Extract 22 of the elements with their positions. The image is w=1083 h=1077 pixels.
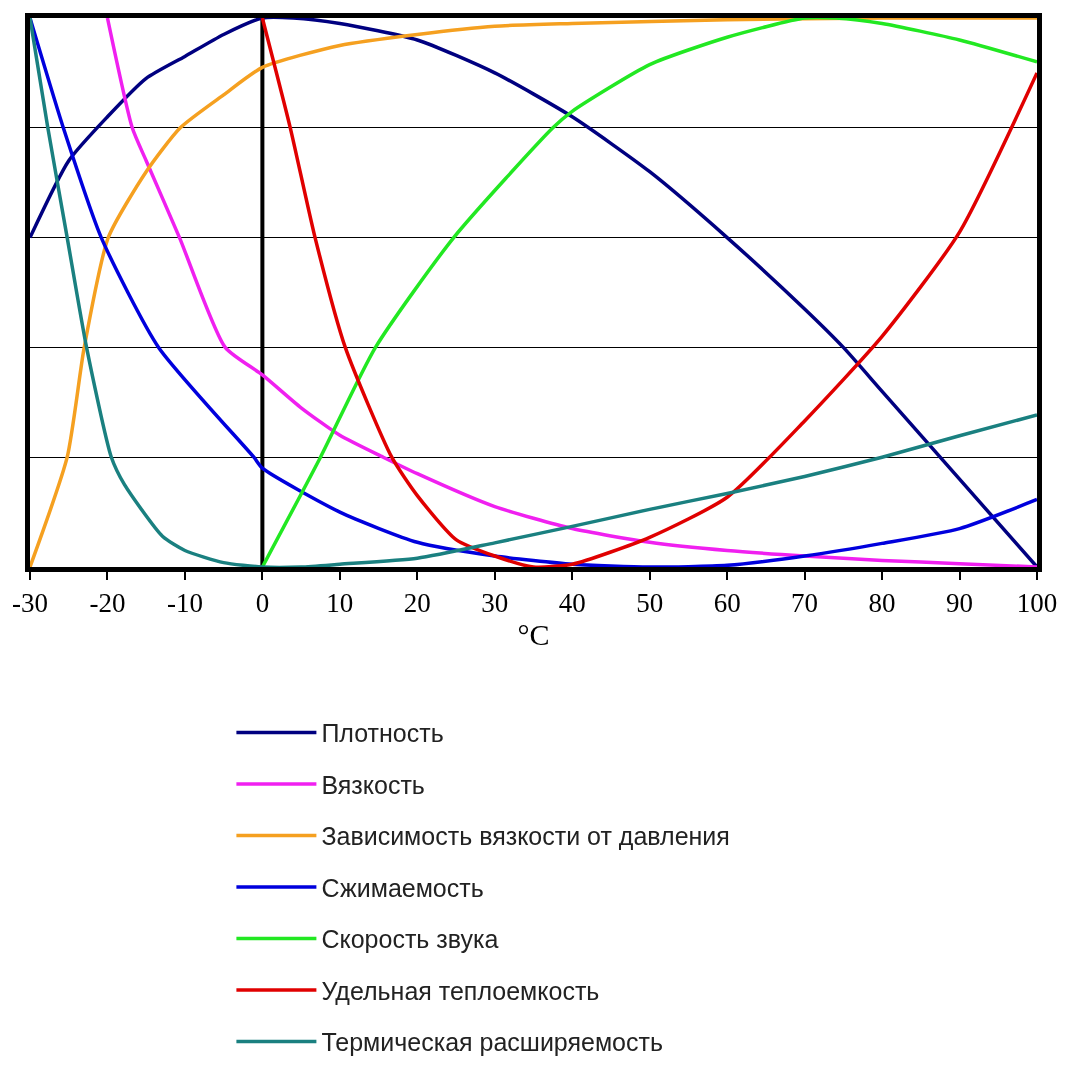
x-tick-label: 0 xyxy=(255,588,270,619)
legend-label: Сжимаемость xyxy=(321,873,484,902)
x-tick-label: 70 xyxy=(791,588,819,619)
x-tick-label: 40 xyxy=(558,588,586,619)
x-tick-label: 20 xyxy=(403,588,431,619)
x-axis-title: °C xyxy=(517,617,550,651)
x-tick-label: -20 xyxy=(89,588,126,619)
x-tick-label: 80 xyxy=(868,588,896,619)
x-tick-label: 10 xyxy=(326,588,354,619)
legend-label: Скорость звука xyxy=(321,925,499,954)
legend-label: Зависимость вязкости от давления xyxy=(321,822,730,851)
x-tick-label: 100 xyxy=(1016,588,1058,619)
legend-label: Плотность xyxy=(321,719,444,748)
legend-label: Термическая расширяемость xyxy=(321,1028,663,1057)
legend-label: Удельная теплоемкость xyxy=(321,976,600,1005)
x-tick-label: 30 xyxy=(481,588,509,619)
x-tick-label: 90 xyxy=(946,588,974,619)
x-tick-label: 60 xyxy=(713,588,741,619)
x-tick-label: 50 xyxy=(636,588,664,619)
x-tick-label: -30 xyxy=(12,588,48,619)
legend-label: Вязкость xyxy=(321,770,425,799)
x-tick-label: -10 xyxy=(166,588,203,619)
